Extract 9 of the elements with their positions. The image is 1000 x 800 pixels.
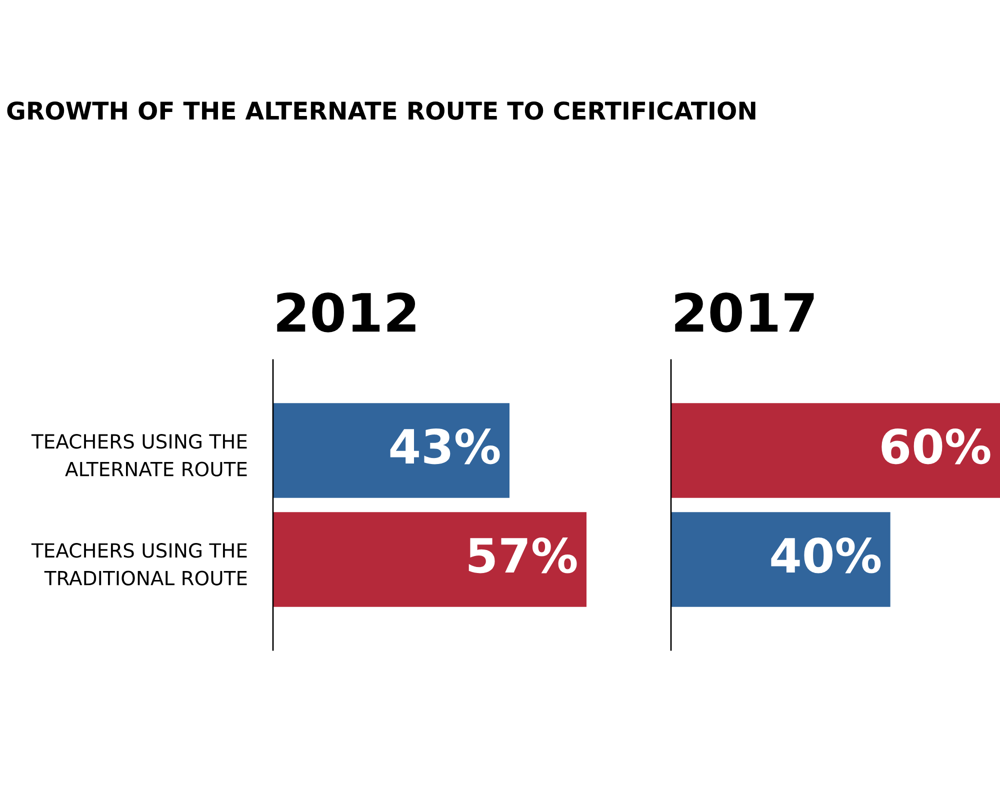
chart-title: GROWTH OF THE ALTERNATE ROUTE TO CERTIFICATION	[7, 101, 756, 120]
chart-subtitle: 2017	[675, 292, 814, 332]
chart-subtitle: 2012	[277, 292, 416, 332]
y-tick-label: TEACHERS USING THE ALTERNATE ROUTE	[31, 434, 247, 476]
y-tick-label: TEACHERS USING THE TRADITIONAL ROUTE	[31, 543, 247, 586]
data-label: 43%	[390, 428, 500, 464]
data-label: 57%	[468, 537, 577, 574]
data-label: 60%	[882, 428, 990, 464]
data-label: 40%	[771, 537, 881, 574]
